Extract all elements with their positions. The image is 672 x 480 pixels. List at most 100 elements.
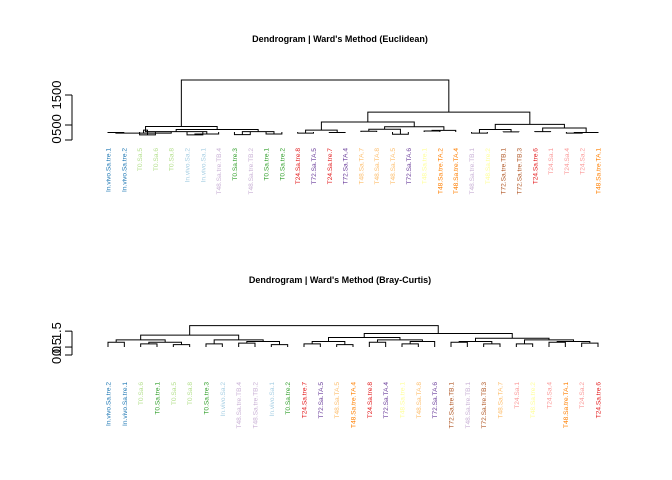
leaf-label: T48.Sa.TA.7 xyxy=(358,148,365,185)
dendrogram-branch xyxy=(515,343,534,347)
dendrogram-branch xyxy=(205,343,223,347)
leaf-label: T48.Sa.tre.TB.2 xyxy=(253,382,260,429)
leaf-label: T24.Sa.tre.7 xyxy=(302,382,309,419)
dendrogram-branch xyxy=(494,123,565,130)
dendrogram-branch xyxy=(478,129,512,134)
leaf-label: T48.Sa.tre.TA.4 xyxy=(453,148,460,194)
dendrogram-branch xyxy=(270,344,289,347)
leaf-label: T48.Sa.tre.TB.1 xyxy=(465,382,472,429)
dendrogram-branch xyxy=(423,130,441,132)
leaf-label: T48.Sa.tre.TA.4 xyxy=(351,382,358,428)
dendrogram-branch xyxy=(172,344,191,347)
leaf-label: T24.Sa.2 xyxy=(579,382,586,409)
leaf-label: T48.Sa.tre.TA.1 xyxy=(563,382,570,428)
leaf-label: In.vivo.Sa.1 xyxy=(269,382,276,417)
y-tick-label: 0 xyxy=(49,136,64,143)
dendrogram-branch xyxy=(368,341,387,347)
leaf-label: In.vivo.Sa.2 xyxy=(185,148,192,183)
y-tick-label: 1.5 xyxy=(49,322,64,340)
dendrogram-branch xyxy=(483,343,501,347)
leaf-label: T0.Sa.8 xyxy=(169,148,176,171)
leaf-label: T48.Sa.tre.2 xyxy=(485,148,492,185)
y-tick-label: 0.5 xyxy=(49,338,64,356)
dendrogram-branch xyxy=(384,126,445,131)
leaf-label: T24.Sa.4 xyxy=(564,148,571,175)
bray-curtis-dendrogram-panel: Dendrogram | Ward's Method (Bray-Curtis)… xyxy=(49,275,603,429)
dendrogram-branch xyxy=(360,130,378,132)
leaf-label: T0.Sa.5 xyxy=(137,148,144,171)
euclidean-title: Dendrogram | Ward's Method (Euclidean) xyxy=(252,34,428,44)
leaf-label: In.vivo.Sa.tre.1 xyxy=(106,148,113,192)
dendrogram-branch xyxy=(238,342,256,347)
leaf-label: T0.Sa.6 xyxy=(138,382,145,405)
leaf-label: T48.Sa.tre.TA.2 xyxy=(437,148,444,194)
bray-curtis-title: Dendrogram | Ward's Method (Bray-Curtis) xyxy=(249,275,431,285)
leaf-label: T0.Sa.tre.1 xyxy=(264,148,271,181)
leaf-label: T48.Sa.tre.1 xyxy=(400,382,407,419)
bray-curtis-leaf-labels: In.vivo.Sa.tre.2 In.vivo.Sa.tre.1 T0.Sa.6 T… xyxy=(106,382,603,429)
leaf-label: T0.Sa.6 xyxy=(153,148,160,171)
leaf-label: In.vivo.Sa.tre.1 xyxy=(122,382,129,426)
leaf-label: T48.Sa.tre.2 xyxy=(530,382,537,419)
bray-curtis-y-axis: 0.00.51.5 xyxy=(49,322,73,364)
leaf-label: T72.Sa.tre.TB.1 xyxy=(501,148,508,195)
leaf-label: T48.Sa.tre.TB.2 xyxy=(248,148,255,195)
leaf-label: In.vivo.Sa.2 xyxy=(220,382,227,417)
leaf-label: T48.Sa.tre.TA.1 xyxy=(596,148,603,194)
leaf-label: T72.Sa.TA.5 xyxy=(311,148,318,185)
leaf-label: T72.Sa.TA.6 xyxy=(406,148,413,185)
leaf-label: T24.Sa.1 xyxy=(548,148,555,175)
leaf-label: T48.Sa.tre.1 xyxy=(422,148,429,185)
leaf-label: T72.Sa.tre.TB.3 xyxy=(516,148,523,195)
bray-curtis-tree xyxy=(107,325,599,347)
leaf-label: T24.Sa.tre.7 xyxy=(327,148,334,185)
leaf-label: T48.Sa.TA.7 xyxy=(498,382,505,419)
leaf-label: T0.Sa.tre.3 xyxy=(204,382,211,415)
leaf-label: T72.Sa.TA.5 xyxy=(318,382,325,419)
leaf-label: T48.Sa.tre.TB.1 xyxy=(469,148,476,195)
leaf-label: T48.Sa.TA.8 xyxy=(374,148,381,185)
dendrogram-branch xyxy=(107,132,125,133)
y-tick-label: 0.0 xyxy=(49,346,64,364)
leaf-label: T48.Sa.TA.5 xyxy=(390,148,397,185)
euclidean-tree xyxy=(107,79,599,136)
leaf-label: T72.Sa.TA.6 xyxy=(432,382,439,419)
dendrogram-branch xyxy=(363,333,513,339)
leaf-label: T72.Sa.TA.4 xyxy=(383,382,390,419)
y-tick-label: 500 xyxy=(49,114,64,136)
leaf-label: T24.Sa.tre.8 xyxy=(367,382,374,419)
dendrogram-branch xyxy=(581,342,599,347)
leaf-label: T48.Sa.tre.TB.4 xyxy=(216,148,223,195)
dendrogram-branch xyxy=(548,341,566,347)
leaf-label: T24.Sa.tre.6 xyxy=(596,382,603,419)
leaf-label: T24.Sa.2 xyxy=(580,148,587,175)
dendrogram-branch xyxy=(450,341,468,347)
dendrogram-branch xyxy=(303,343,321,347)
leaf-label: T48.Sa.tre.TB.4 xyxy=(236,382,243,429)
dendrogram-branch xyxy=(140,334,240,340)
leaf-label: T48.Sa.TA.5 xyxy=(334,382,341,419)
dendrogram-branch xyxy=(367,111,531,125)
dendrogram-branch xyxy=(107,341,125,347)
leaf-label: T72.Sa.TA.4 xyxy=(343,148,350,185)
dendrogram-branch xyxy=(336,344,354,347)
leaf-label: T0.Sa.tre.2 xyxy=(285,382,292,415)
dendrogram-branch xyxy=(180,79,450,127)
leaf-label: T48.Sa.TA.8 xyxy=(416,382,423,419)
leaf-label: T72.Sa.tre.TB.3 xyxy=(481,382,488,429)
leaf-label: T0.Sa.tre.3 xyxy=(232,148,239,181)
y-tick-label: 1500 xyxy=(49,81,64,110)
leaf-label: T24.Sa.tre.8 xyxy=(295,148,302,185)
leaf-label: T24.Sa.tre.6 xyxy=(532,148,539,185)
leaf-label: T0.Sa.tre.2 xyxy=(279,148,286,181)
leaf-label: T72.Sa.tre.TB.1 xyxy=(449,382,456,429)
euclidean-leaf-labels: In.vivo.Sa.tre.1 In.vivo.Sa.tre.2 T0.Sa.5 T… xyxy=(106,148,603,195)
leaf-label: T0.Sa.8 xyxy=(187,382,194,405)
dendrogram-branch xyxy=(401,343,419,347)
dendrogram-branch xyxy=(140,343,158,347)
leaf-label: T24.Sa.1 xyxy=(514,382,521,409)
leaf-label: T24.Sa.4 xyxy=(547,382,554,409)
leaf-label: T0.Sa.tre.1 xyxy=(155,382,162,415)
